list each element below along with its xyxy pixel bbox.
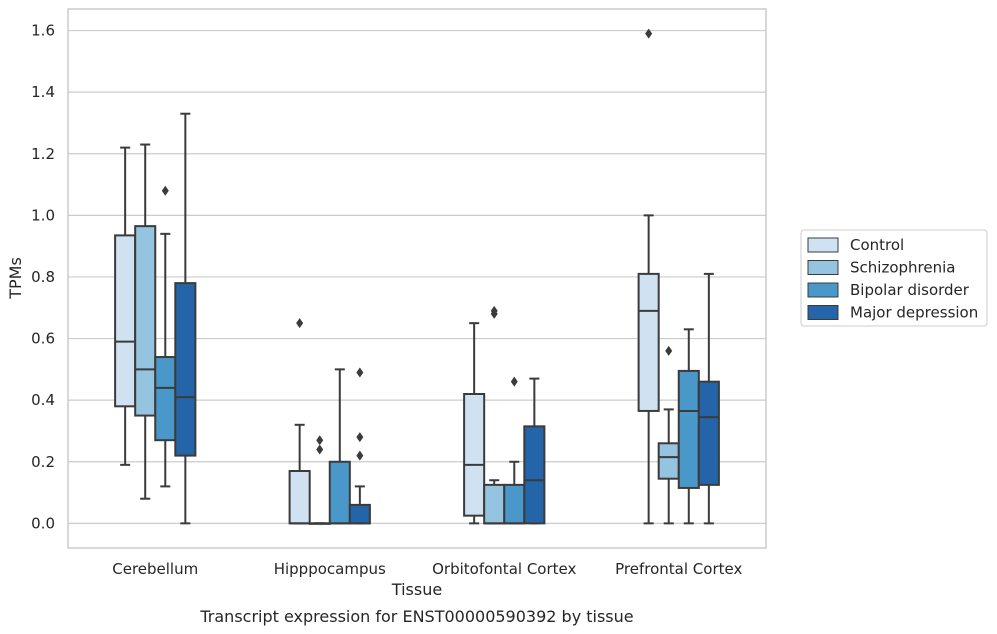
box-element: [483, 305, 506, 525]
y-tick-label: 0.8: [31, 268, 55, 286]
box-iqr: [503, 483, 526, 525]
box-iqr: [483, 483, 506, 525]
box-element: [677, 328, 700, 525]
box-iqr: [463, 393, 486, 517]
box-element: [154, 185, 177, 488]
legend-label: Schizophrenia: [850, 259, 955, 277]
legend-swatch: [807, 282, 839, 298]
box-iqr: [288, 470, 311, 525]
series-bipolar-disorder: [154, 185, 700, 525]
x-tick-label: Cerebellum: [112, 560, 198, 578]
legend-label: Major depression: [850, 304, 978, 322]
y-tick-label: 0.2: [31, 453, 55, 471]
outlier-point: [161, 185, 169, 196]
box-iqr: [523, 425, 546, 525]
figure-caption: Transcript expression for ENST0000059039…: [199, 607, 633, 626]
outlier-point: [356, 450, 364, 461]
outlier-point: [510, 376, 518, 387]
box-element: [657, 345, 680, 525]
box-element: [328, 368, 351, 525]
legend-swatch: [807, 237, 839, 253]
outlier-point: [316, 444, 324, 455]
box-iqr: [328, 460, 351, 525]
y-tick-label: 1.6: [31, 22, 55, 40]
legend-label: Control: [850, 236, 904, 254]
box-element: [134, 143, 157, 500]
y-tick-labels: 0.0 0.2 0.4 0.6 0.8 1.0 1.2 1.4 1.6: [31, 22, 55, 533]
box-element: [463, 322, 486, 525]
x-tick-labels: Cerebellum Hipppocampus Orbitofontal Corte…: [112, 560, 742, 578]
series-control: [114, 28, 660, 525]
series-major-depression: [174, 112, 720, 525]
y-tick-label: 0.6: [31, 330, 55, 348]
box-element: [174, 112, 197, 525]
legend-swatch: [807, 260, 839, 275]
outlier-point: [356, 367, 364, 378]
box-iqr: [657, 442, 680, 480]
box-element: [348, 367, 371, 525]
plot-frame: [67, 8, 767, 549]
y-axis-title: TPMs: [6, 257, 25, 300]
legend-swatch: [807, 305, 839, 320]
x-tick-label: Prefrontal Cortex: [615, 560, 742, 578]
legend-label: Bipolar disorder: [850, 281, 970, 299]
box-iqr: [348, 503, 371, 525]
box-iqr: [697, 380, 720, 486]
box-series: [114, 28, 720, 525]
outlier-point: [356, 432, 364, 443]
y-tick-label: 0.4: [31, 391, 55, 409]
x-tick-label: Orbitofontal Cortex: [432, 560, 576, 578]
box-iqr: [677, 369, 700, 489]
series-schizophrenia: [134, 143, 680, 525]
outlier-point: [490, 305, 498, 316]
y-tick-label: 1.2: [31, 145, 55, 163]
y-tick-label: 1.4: [31, 83, 55, 101]
box-iqr: [154, 356, 177, 442]
x-tick-label: Hipppocampus: [274, 560, 386, 578]
box-element: [523, 377, 546, 525]
box-element: [697, 272, 720, 525]
y-tick-label: 1.0: [31, 206, 55, 224]
outlier-point: [645, 28, 653, 39]
outlier-point: [665, 345, 673, 356]
box-iqr: [114, 234, 137, 408]
box-iqr: [174, 282, 197, 457]
x-axis-title: Tissue: [391, 580, 442, 599]
outlier-point: [316, 435, 324, 446]
box-element: [288, 318, 311, 525]
legend: Control Schizophrenia Bipolar disorder Majo…: [800, 229, 988, 327]
box-element: [637, 28, 660, 525]
outlier-point: [296, 318, 304, 329]
box-iqr: [134, 225, 157, 417]
legend-frame: [800, 229, 988, 327]
box-iqr: [637, 272, 660, 412]
box-element: [308, 435, 331, 525]
y-tick-label: 0.0: [31, 514, 55, 532]
